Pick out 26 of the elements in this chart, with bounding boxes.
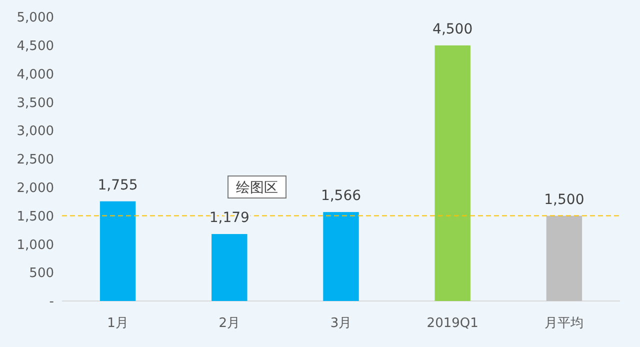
y-tick-label: 5,000 (16, 10, 54, 26)
y-tick-label: 1,500 (16, 209, 54, 224)
y-tick-label: 500 (29, 266, 54, 282)
bar (546, 216, 582, 301)
y-tick-label: 3,500 (16, 96, 54, 111)
annotation: 绘图区 (236, 180, 278, 196)
x-tick-label: 2019Q1 (426, 316, 478, 331)
x-tick-label: 月平均 (544, 316, 584, 331)
y-tick-label: 4,000 (16, 67, 54, 82)
bar (100, 201, 136, 301)
x-tick-label: 1月 (107, 316, 128, 331)
y-tick-label: 1,000 (16, 238, 54, 253)
y-tick-label: 2,000 (16, 180, 54, 196)
data-label: 1,500 (544, 192, 584, 208)
bar (434, 45, 470, 301)
y-tick-label: 3,000 (16, 124, 54, 140)
bar (212, 234, 248, 301)
y-tick-label: 4,500 (16, 38, 54, 54)
bar (323, 212, 359, 301)
y-tick-label: 2,500 (16, 152, 54, 168)
x-tick-label: 3月 (330, 316, 352, 331)
data-label: 4,500 (432, 21, 473, 38)
data-label: 1,755 (98, 177, 138, 194)
x-tick-label: 2月 (218, 316, 240, 331)
data-label: 1,566 (320, 188, 362, 204)
y-tick-label: - (49, 294, 54, 310)
